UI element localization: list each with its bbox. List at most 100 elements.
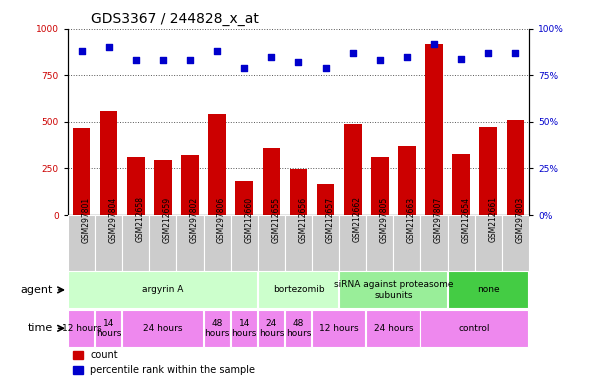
- Bar: [68, 310, 95, 347]
- Text: bortezomib: bortezomib: [272, 285, 324, 295]
- Point: [294, 59, 303, 65]
- Point: [131, 57, 141, 63]
- Point: [375, 57, 385, 63]
- Text: GSM297806: GSM297806: [217, 196, 226, 243]
- Bar: [339, 271, 447, 308]
- Bar: [154, 160, 172, 215]
- Bar: [258, 310, 284, 347]
- Text: GSM297807: GSM297807: [434, 196, 443, 243]
- Bar: [100, 111, 118, 215]
- Bar: [506, 120, 524, 215]
- Bar: [203, 310, 230, 347]
- Bar: [502, 215, 529, 271]
- Point: [483, 50, 493, 56]
- Point: [212, 48, 222, 54]
- Text: GSM297802: GSM297802: [190, 197, 199, 243]
- Text: GSM297803: GSM297803: [515, 196, 524, 243]
- Text: siRNA against proteasome
subunits: siRNA against proteasome subunits: [333, 280, 453, 300]
- Text: GSM212655: GSM212655: [271, 197, 280, 243]
- Bar: [230, 310, 257, 347]
- Legend: count, percentile rank within the sample: count, percentile rank within the sample: [73, 351, 255, 375]
- Bar: [95, 215, 122, 271]
- Bar: [150, 215, 177, 271]
- Bar: [394, 215, 420, 271]
- Text: none: none: [477, 285, 499, 295]
- Bar: [73, 127, 90, 215]
- Bar: [447, 215, 475, 271]
- Bar: [366, 215, 394, 271]
- Bar: [122, 215, 150, 271]
- Bar: [479, 127, 497, 215]
- Text: GSM297805: GSM297805: [380, 196, 389, 243]
- Text: agent: agent: [21, 285, 53, 295]
- Text: GSM212658: GSM212658: [136, 197, 145, 242]
- Text: 14
hours: 14 hours: [96, 319, 121, 338]
- Bar: [235, 180, 253, 215]
- Bar: [68, 271, 257, 308]
- Text: GDS3367 / 244828_x_at: GDS3367 / 244828_x_at: [91, 12, 259, 26]
- Text: argyrin A: argyrin A: [142, 285, 184, 295]
- Bar: [95, 310, 121, 347]
- Text: GSM212661: GSM212661: [488, 197, 497, 242]
- Bar: [452, 154, 470, 215]
- Text: 24
hours: 24 hours: [259, 319, 284, 338]
- Text: GSM297801: GSM297801: [82, 197, 90, 243]
- Point: [104, 44, 113, 50]
- Point: [267, 54, 276, 60]
- Bar: [285, 215, 312, 271]
- Bar: [208, 114, 226, 215]
- Text: GSM212656: GSM212656: [298, 197, 307, 243]
- Text: 48
hours: 48 hours: [204, 319, 230, 338]
- Bar: [203, 215, 230, 271]
- Bar: [420, 310, 528, 347]
- Point: [511, 50, 520, 56]
- Bar: [258, 215, 285, 271]
- Text: control: control: [459, 324, 491, 333]
- Bar: [68, 215, 95, 271]
- Text: GSM212662: GSM212662: [353, 197, 362, 242]
- Point: [239, 65, 249, 71]
- Text: 24 hours: 24 hours: [374, 324, 413, 333]
- Bar: [262, 148, 280, 215]
- Text: GSM212659: GSM212659: [163, 197, 172, 243]
- Text: 48
hours: 48 hours: [286, 319, 311, 338]
- Point: [185, 57, 194, 63]
- Bar: [398, 146, 415, 215]
- Bar: [312, 215, 339, 271]
- Bar: [339, 215, 366, 271]
- Bar: [317, 184, 335, 215]
- Point: [456, 56, 466, 62]
- Text: 14
hours: 14 hours: [232, 319, 257, 338]
- Bar: [258, 271, 338, 308]
- Bar: [181, 156, 199, 215]
- Text: 12 hours: 12 hours: [319, 324, 359, 333]
- Bar: [312, 310, 365, 347]
- Point: [348, 50, 358, 56]
- Bar: [475, 215, 502, 271]
- Point: [158, 57, 168, 63]
- Text: 12 hours: 12 hours: [61, 324, 101, 333]
- Text: GSM212654: GSM212654: [461, 197, 470, 243]
- Text: GSM212660: GSM212660: [244, 197, 253, 243]
- Bar: [290, 169, 307, 215]
- Bar: [447, 271, 528, 308]
- Bar: [285, 310, 311, 347]
- Point: [429, 41, 439, 47]
- Bar: [426, 44, 443, 215]
- Bar: [420, 215, 447, 271]
- Bar: [344, 124, 362, 215]
- Text: GSM212663: GSM212663: [407, 197, 416, 243]
- Bar: [127, 157, 145, 215]
- Text: GSM297804: GSM297804: [109, 196, 118, 243]
- Bar: [122, 310, 203, 347]
- Point: [402, 54, 412, 60]
- Point: [321, 65, 330, 71]
- Text: GSM212657: GSM212657: [326, 197, 335, 243]
- Bar: [366, 310, 420, 347]
- Bar: [177, 215, 203, 271]
- Bar: [371, 157, 389, 215]
- Point: [77, 48, 86, 54]
- Text: 24 hours: 24 hours: [143, 324, 183, 333]
- Text: time: time: [28, 323, 53, 333]
- Bar: [230, 215, 258, 271]
